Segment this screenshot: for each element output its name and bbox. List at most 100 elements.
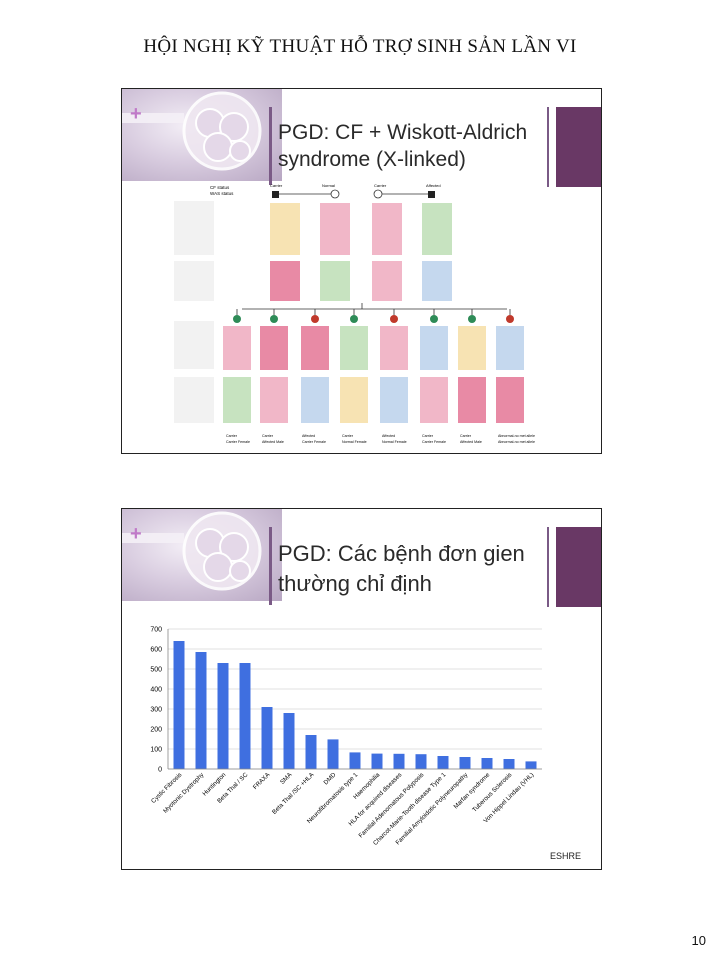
embryo-symbol	[311, 315, 319, 323]
svg-text:Carrier: Carrier	[422, 434, 434, 438]
bar	[459, 757, 471, 769]
accent-block	[556, 107, 601, 187]
bar	[283, 713, 295, 769]
embryo-symbol	[270, 315, 278, 323]
embryo-image	[122, 89, 282, 181]
embryo-genotype-block	[380, 326, 408, 370]
pedigree-diagram: CF status WAS status Carrier Normal Carr…	[174, 183, 535, 444]
embryo-genotype-block	[223, 326, 251, 370]
y-tick-label: 0	[158, 767, 162, 774]
x-tick-label: FRAXA	[252, 771, 272, 791]
x-tick-label: Myotonic Dystrophy	[162, 771, 206, 815]
slide-title: PGD: Các bệnh đơn gien thường chỉ định	[278, 541, 525, 596]
bar	[195, 652, 207, 769]
y-axis-ticks: 0 100 200 300 400 500 600 700	[150, 627, 162, 774]
svg-text:Carrier Female: Carrier Female	[226, 440, 250, 444]
y-tick-label: 300	[150, 707, 162, 714]
x-tick-label: Tuberous Sclerosis	[471, 771, 513, 813]
bar	[217, 663, 229, 769]
embryo-genotype-block	[340, 377, 368, 423]
bar	[173, 641, 185, 769]
x-tick-label: DMD	[322, 771, 337, 786]
chart-gridlines	[168, 628, 542, 770]
embryo-illustration	[122, 511, 262, 591]
bar	[261, 707, 273, 769]
svg-text:Affected: Affected	[382, 434, 395, 438]
svg-text:Affected Male: Affected Male	[460, 440, 482, 444]
plus-icon: +	[130, 103, 142, 125]
parent-4-cf: Affected	[426, 183, 441, 188]
bar	[327, 739, 339, 769]
parent-1-cf: Carrier	[270, 183, 283, 188]
embryo-symbol	[430, 315, 438, 323]
indications-bar-chart: 0 100 200 300 400 500 600 700 Cystic FibrosisMy…	[150, 627, 542, 847]
embryo-status-labels: Carrier Carrier Affected Carrier Affecte…	[226, 434, 535, 444]
bar	[349, 752, 361, 769]
cf-status-header: CF status	[210, 185, 230, 190]
bar	[371, 753, 383, 769]
embryo-genotype-block	[260, 326, 288, 370]
embryo-image	[122, 509, 282, 601]
embryo-symbol	[390, 315, 398, 323]
locus-labels	[174, 201, 214, 423]
bar	[305, 735, 317, 769]
father-1-symbol	[272, 191, 279, 198]
embryo-illustration	[122, 91, 262, 171]
svg-text:Abnormal-no met allele: Abnormal-no met allele	[498, 440, 535, 444]
bar	[525, 761, 537, 769]
slide-monogenic-indications: + PGD: Các bệnh đơn gien thường chỉ định…	[121, 508, 602, 870]
embryo-generation	[223, 309, 524, 423]
father-2-symbol	[428, 191, 435, 198]
embryo-genotype-block	[301, 326, 329, 370]
embryo-genotype-block	[301, 377, 329, 423]
parent-2-cf: Normal	[322, 183, 335, 188]
parent-3-cf: Carrier	[374, 183, 387, 188]
title-divider	[269, 107, 272, 185]
bar	[415, 754, 427, 769]
svg-text:Carrier: Carrier	[226, 434, 238, 438]
embryo-genotype-block	[223, 377, 251, 423]
svg-text:Carrier: Carrier	[342, 434, 354, 438]
y-tick-label: 500	[150, 667, 162, 674]
svg-text:Normal Female: Normal Female	[342, 440, 367, 444]
bar	[481, 758, 493, 769]
svg-text:Normal Female: Normal Female	[382, 440, 407, 444]
bar	[503, 759, 515, 769]
x-tick-label: Beta Thal /SC +HLA	[271, 771, 316, 816]
accent-block	[556, 527, 601, 607]
svg-text:Carrier Female: Carrier Female	[302, 440, 326, 444]
accent-line	[547, 107, 549, 187]
bar	[437, 756, 449, 769]
embryo-genotype-block	[340, 326, 368, 370]
x-tick-label: SMA	[279, 771, 294, 786]
chart-bars	[173, 641, 537, 769]
svg-text:Carrier: Carrier	[262, 434, 274, 438]
accent-line	[547, 527, 549, 607]
embryo-genotype-block	[458, 326, 486, 370]
y-tick-label: 600	[150, 647, 162, 654]
slide-pedigree: + PGD: CF + Wiskott-Aldrich syndrome (X-…	[121, 88, 602, 454]
source-label: ESHRE	[549, 851, 581, 861]
embryo-symbol	[468, 315, 476, 323]
embryo-genotype-block	[496, 377, 524, 423]
was-status-header: WAS status	[210, 191, 234, 196]
page-number: 10	[691, 933, 706, 948]
mother-2-symbol	[373, 189, 383, 199]
y-tick-label: 400	[150, 687, 162, 694]
page-header: HỘI NGHỊ KỸ THUẬT HỖ TRỢ SINH SẢN LẦN VI	[143, 36, 577, 57]
embryo-symbol	[506, 315, 514, 323]
svg-text:Carrier Female: Carrier Female	[422, 440, 446, 444]
parent-generation: Carrier Normal Carrier Affected	[270, 183, 441, 199]
slide-title: PGD: CF + Wiskott-Aldrich syndrome (X-li…	[278, 121, 528, 171]
svg-text:Abnormal-no met allele: Abnormal-no met allele	[498, 434, 535, 438]
embryo-genotype-block	[420, 377, 448, 423]
embryo-symbol	[233, 315, 241, 323]
plus-icon: +	[130, 523, 142, 545]
y-tick-label: 200	[150, 727, 162, 734]
title-divider	[269, 527, 272, 605]
parent-genotype-blocks	[270, 203, 452, 301]
bar	[393, 753, 405, 769]
embryo-genotype-block	[380, 377, 408, 423]
mother-1-symbol	[330, 189, 340, 199]
